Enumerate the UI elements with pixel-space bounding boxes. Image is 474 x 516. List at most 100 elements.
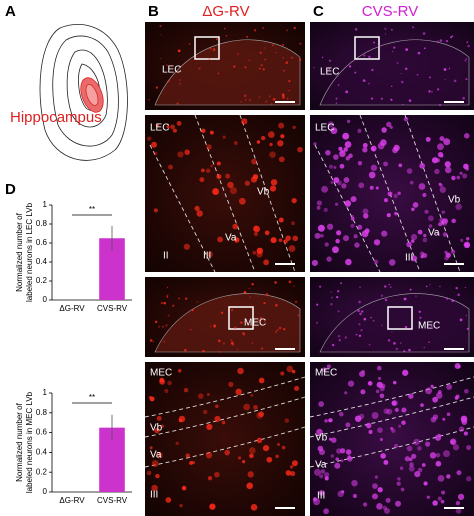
cell [439, 217, 445, 223]
cell [354, 415, 362, 423]
cell [436, 40, 440, 43]
cell [390, 98, 393, 101]
cell [385, 497, 391, 503]
cell [440, 499, 445, 504]
cell [282, 95, 285, 99]
cell [284, 418, 290, 423]
y-tick-label: 0.6 [36, 428, 48, 437]
y-tick-label: 0.8 [36, 408, 48, 417]
cell [158, 325, 161, 328]
cell [247, 471, 254, 478]
cell [154, 428, 160, 434]
cell [399, 342, 402, 345]
y-axis-title: labeled neurons in MEC LVb [25, 391, 34, 493]
cell [240, 100, 242, 103]
cell [441, 210, 446, 214]
cell [258, 319, 260, 322]
cell [167, 380, 172, 386]
cell [275, 454, 279, 459]
cell [222, 135, 226, 139]
cell [194, 205, 200, 212]
cell [451, 35, 454, 38]
cell [316, 200, 323, 206]
y-tick-label: 0.6 [36, 238, 48, 247]
cell [409, 462, 414, 467]
cell [345, 90, 349, 94]
cell [214, 415, 221, 423]
cell [386, 121, 392, 128]
cell [156, 451, 163, 459]
cell [358, 334, 362, 337]
cell [332, 246, 339, 254]
cell [283, 239, 288, 244]
cell [259, 67, 261, 70]
cell [167, 79, 171, 83]
cell [230, 341, 234, 345]
cell [446, 383, 453, 390]
cell [291, 369, 296, 374]
cell [425, 136, 431, 142]
cell [373, 239, 381, 246]
cell [436, 232, 440, 236]
cell [277, 443, 281, 447]
cell [291, 221, 295, 226]
cell [391, 331, 393, 333]
cell [253, 405, 258, 410]
cell [234, 237, 240, 243]
cell [393, 342, 396, 345]
cell [324, 242, 329, 247]
cell [386, 408, 393, 415]
cell [401, 80, 404, 84]
cell [212, 48, 216, 51]
cell [417, 229, 423, 235]
cell [463, 163, 469, 170]
cell [258, 97, 260, 99]
cell [432, 396, 439, 403]
cell [178, 297, 181, 300]
cell [462, 173, 468, 179]
cell [278, 217, 284, 223]
cell [216, 161, 221, 166]
cell [422, 237, 428, 243]
cell [294, 300, 298, 304]
cell [373, 41, 376, 44]
cell [417, 446, 422, 451]
cell [451, 299, 455, 303]
cell [288, 245, 296, 253]
cell [445, 39, 449, 43]
cell [288, 79, 291, 83]
cell [403, 116, 409, 122]
cell [404, 325, 408, 329]
cell [250, 393, 254, 397]
cell [340, 459, 344, 463]
cell [324, 476, 329, 481]
cell [358, 300, 361, 304]
cell [166, 296, 169, 298]
cell [408, 99, 412, 102]
cell [314, 468, 321, 476]
cell [288, 280, 292, 284]
cell [394, 407, 399, 413]
cell [354, 71, 357, 74]
column-title: ΔG-RV [202, 3, 249, 20]
cell [432, 500, 438, 506]
cell [456, 175, 461, 180]
cell [331, 343, 335, 347]
cell [389, 286, 392, 289]
cell [335, 457, 340, 461]
cell [394, 443, 399, 449]
cell [297, 146, 303, 153]
cell [160, 301, 164, 305]
cell [256, 437, 263, 444]
cell [367, 381, 373, 386]
cell [155, 123, 160, 128]
cell [228, 381, 234, 388]
cell [323, 508, 330, 515]
layer-boundary [314, 144, 381, 273]
cell [381, 324, 383, 326]
cell [338, 339, 341, 342]
cell [288, 89, 290, 92]
cell [347, 380, 355, 387]
cell [409, 288, 412, 291]
cell [383, 161, 389, 167]
